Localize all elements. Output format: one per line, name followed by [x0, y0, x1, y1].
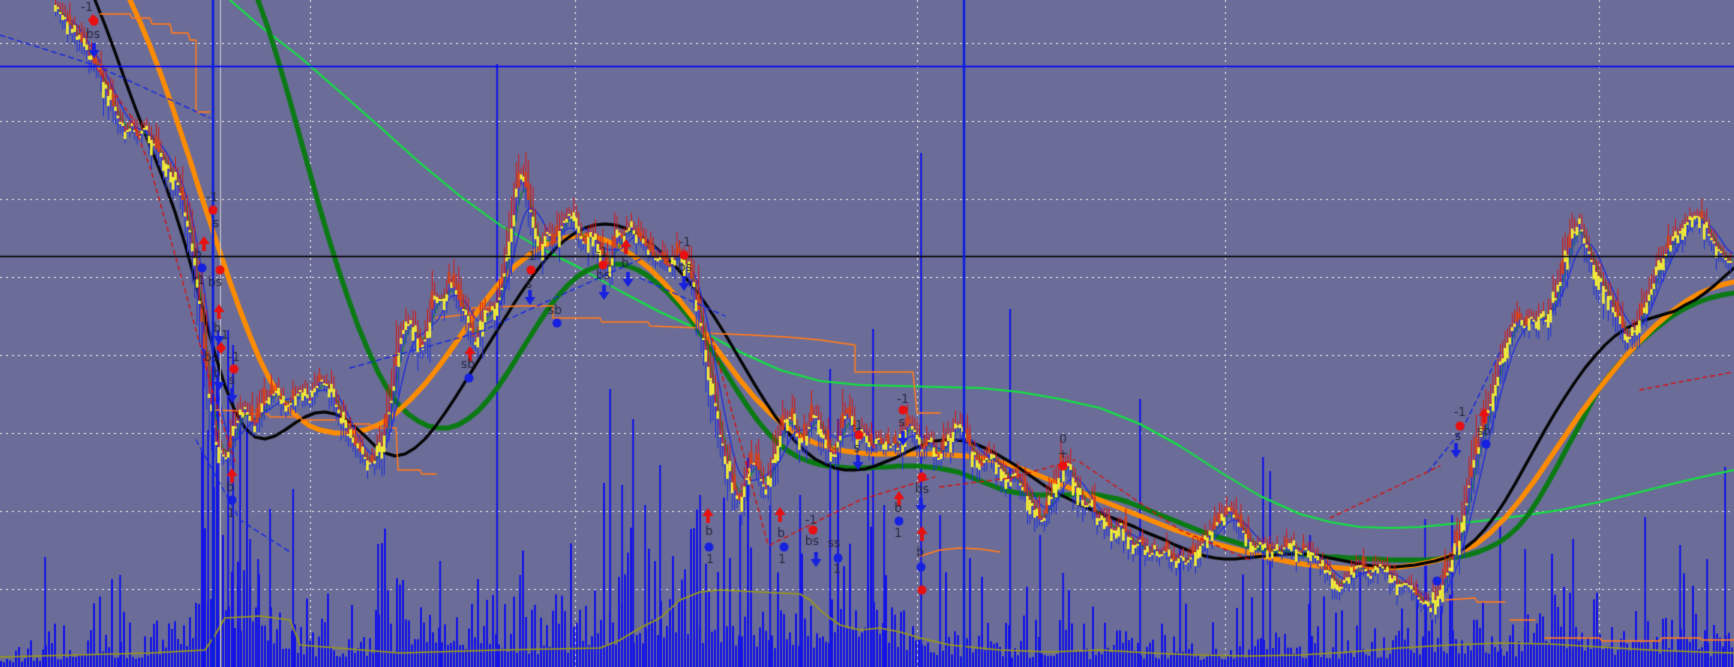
trading-chart-window: [0, 0, 1734, 667]
price-volume-chart-canvas[interactable]: [0, 0, 1734, 667]
